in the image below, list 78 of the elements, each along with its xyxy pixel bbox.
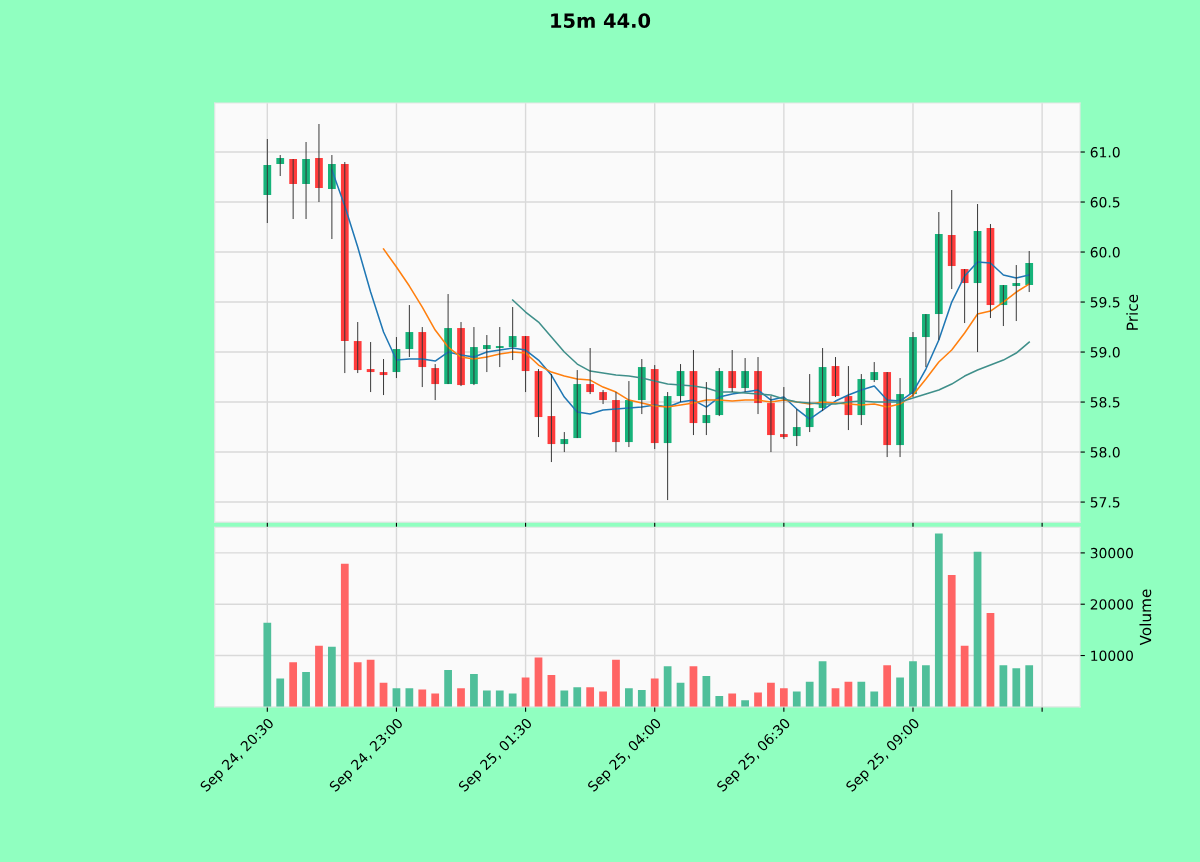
candlestick bbox=[560, 431, 569, 453]
y-tick-label: 30000 bbox=[1090, 547, 1133, 559]
candlestick bbox=[353, 321, 362, 374]
candlestick bbox=[728, 349, 737, 393]
bar bbox=[586, 687, 595, 707]
bar bbox=[470, 674, 478, 707]
candlestick bbox=[870, 361, 879, 383]
bar bbox=[418, 689, 427, 707]
bar bbox=[702, 676, 711, 707]
candlestick bbox=[1012, 264, 1021, 322]
y-tick-label: 60.5 bbox=[1090, 196, 1120, 208]
bar bbox=[263, 622, 272, 707]
candlestick bbox=[702, 381, 711, 436]
y-axis-title: Price bbox=[1126, 294, 1139, 330]
bar bbox=[612, 659, 620, 707]
bar bbox=[805, 681, 814, 707]
bar bbox=[741, 700, 749, 707]
chart-title: 15m 44.0 bbox=[551, 13, 651, 28]
bar bbox=[599, 691, 607, 707]
bar bbox=[573, 687, 582, 707]
candlestick bbox=[495, 326, 504, 368]
candlestick bbox=[405, 304, 414, 358]
bar bbox=[663, 666, 672, 707]
y-tick-label: 58.5 bbox=[1090, 397, 1120, 408]
bar bbox=[405, 688, 414, 707]
bar bbox=[457, 688, 465, 707]
bar bbox=[315, 645, 323, 707]
candlestick bbox=[508, 306, 517, 361]
bar bbox=[431, 693, 440, 707]
bar bbox=[728, 693, 737, 707]
bar bbox=[1025, 665, 1034, 707]
bar bbox=[973, 551, 982, 707]
bar bbox=[896, 677, 904, 707]
y-tick-label: 57.5 bbox=[1090, 497, 1120, 508]
bar bbox=[495, 690, 504, 707]
candlestick bbox=[431, 363, 440, 401]
bar bbox=[715, 696, 724, 707]
bar bbox=[779, 688, 788, 707]
bar bbox=[353, 662, 362, 707]
bar bbox=[767, 682, 775, 707]
bar bbox=[328, 646, 336, 707]
candlestick bbox=[934, 211, 943, 341]
candlestick bbox=[276, 154, 285, 177]
bar bbox=[792, 691, 801, 707]
bar bbox=[625, 688, 633, 707]
y-axis-title: Volume bbox=[1139, 589, 1152, 646]
y-tick-label: 61.0 bbox=[1090, 146, 1120, 158]
bar bbox=[276, 678, 285, 707]
bar bbox=[482, 690, 491, 707]
bar bbox=[883, 665, 892, 707]
candlestick bbox=[263, 138, 272, 224]
candlestick bbox=[792, 408, 801, 447]
bar bbox=[909, 661, 917, 707]
bar bbox=[650, 678, 659, 707]
bar bbox=[444, 669, 452, 707]
y-tick-label: 10000 bbox=[1091, 650, 1133, 661]
bar bbox=[922, 665, 930, 707]
bar bbox=[340, 563, 349, 707]
y-tick-label: 20000 bbox=[1090, 599, 1133, 610]
candlestick bbox=[947, 189, 956, 290]
y-tick-label: 58.0 bbox=[1090, 447, 1120, 458]
bar bbox=[508, 693, 517, 707]
bar bbox=[1012, 668, 1021, 707]
bar bbox=[637, 689, 646, 707]
bar bbox=[947, 574, 956, 707]
bar bbox=[857, 681, 866, 707]
bar bbox=[560, 690, 569, 707]
bar bbox=[870, 691, 879, 707]
y-tick-label: 60.0 bbox=[1090, 247, 1120, 258]
bar bbox=[289, 662, 298, 707]
bar bbox=[960, 645, 969, 707]
y-tick-label: 59.5 bbox=[1090, 297, 1120, 308]
bar bbox=[754, 692, 762, 707]
y-tick-label: 59.0 bbox=[1090, 347, 1120, 358]
bar bbox=[934, 533, 943, 707]
bar bbox=[302, 671, 310, 707]
candlestick bbox=[586, 347, 595, 395]
candlestick bbox=[482, 334, 491, 373]
